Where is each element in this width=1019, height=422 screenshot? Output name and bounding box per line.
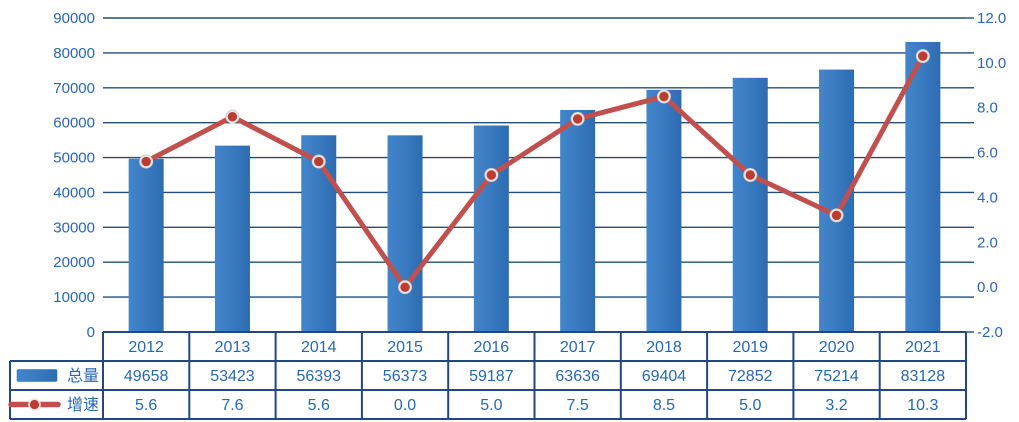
y-axis-label-left: 0 [87,324,95,341]
table-cell-total: 56393 [297,368,342,385]
table-cell-year: 2014 [301,339,337,356]
table-cell-total: 75214 [814,368,859,385]
y-axis-label-left: 80000 [53,45,95,62]
y-axis-label-right: 6.0 [977,145,998,162]
legend-total-label: 总量 [67,367,99,385]
table-cell-growth: 5.6 [308,397,330,414]
table-cell-year: 2016 [474,339,510,356]
y-axis-label-left: 10000 [53,289,95,306]
table-cell-total: 49658 [124,368,169,385]
bar-2017 [560,109,596,332]
table-cell-year: 2012 [128,339,164,356]
y-axis-label-right: 0.0 [977,279,998,296]
table-cell-growth: 10.3 [907,397,938,414]
table-cell-total: 72852 [728,368,773,385]
growth-marker [141,156,151,167]
legend: 总量 增速 [8,367,99,414]
table-cell-growth: 5.0 [480,397,502,414]
growth-marker [831,210,842,221]
growth-marker [572,114,583,124]
y-axis-label-left: 50000 [53,150,95,167]
table-cell-year: 2020 [819,339,855,356]
table-cell-growth: 8.5 [653,397,675,414]
bar-2020 [819,69,855,333]
table-cell-growth: 0.0 [394,397,416,414]
table-cell-total: 63636 [555,368,600,385]
y-axis-label-right: 8.0 [977,100,998,117]
growth-marker [400,282,410,292]
table-cell-total: 69404 [642,368,687,385]
y-axis-label-left: 40000 [53,184,95,201]
growth-marker [227,111,238,122]
table-cell-year: 2013 [215,339,251,356]
growth-line [143,53,926,290]
bar-2019 [732,77,768,332]
table-cell-year: 2018 [646,339,682,356]
growth-marker [486,170,497,180]
growth-marker [659,91,669,102]
y-axis-label-right: 4.0 [977,189,998,206]
y-axis-label-right: -2.0 [977,324,1003,341]
bar-2012 [128,158,164,332]
growth-marker [314,156,324,167]
legend-growth-label: 增速 [67,396,99,414]
table-cell-year: 2015 [387,339,423,356]
table-cell-total: 83128 [901,368,946,385]
table-cell-growth: 3.2 [825,397,847,414]
bar-2016 [473,125,509,332]
table-cell-total: 59187 [469,368,514,385]
bar-2015 [387,135,423,332]
table-cell-growth: 7.6 [221,397,243,414]
bar-2013 [214,145,250,332]
growth-marker [745,170,755,180]
table-cell-year: 2019 [732,339,768,356]
bar-2018 [646,89,682,333]
table-cell-year: 2017 [560,339,596,356]
table-cell-growth: 7.5 [567,397,589,414]
table-cell-year: 2021 [905,339,941,356]
y-axis-label-right: 12.0 [977,10,1006,27]
bar-2021 [905,41,941,332]
y-axis-label-left: 30000 [53,219,95,236]
table-cell-total: 53423 [210,368,255,385]
growth-marker [918,51,928,61]
legend-total-swatch [16,369,58,382]
table-cell-growth: 5.6 [135,397,157,414]
y-axis-label-left: 90000 [53,10,95,27]
table-cell-growth: 5.0 [739,397,761,414]
y-axis-label-right: 10.0 [977,55,1006,72]
legend-growth-icon [8,398,61,411]
y-axis-label-left: 60000 [53,115,95,132]
table-cell-total: 56373 [383,368,428,385]
y-axis-label-right: 2.0 [977,234,998,251]
y-axis-label-left: 20000 [53,254,95,271]
y-axis-label-left: 70000 [53,80,95,97]
